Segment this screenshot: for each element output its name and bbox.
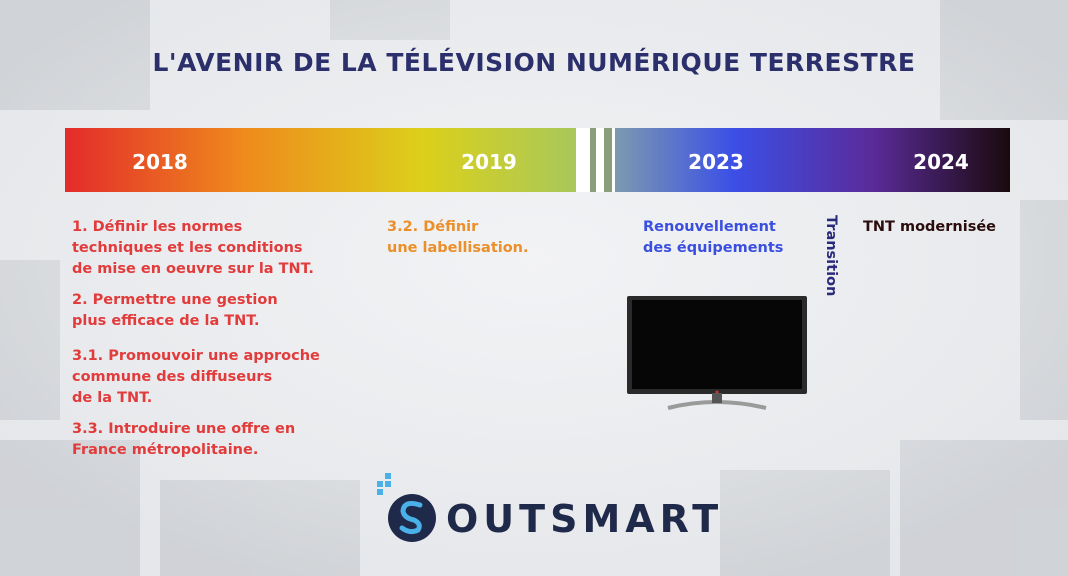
text-line: de la TNT. <box>72 390 153 406</box>
milestone-2019: 3.2. Définir une labellisation. <box>387 217 529 259</box>
text-line: de mise en oeuvre sur la TNT. <box>72 261 314 277</box>
year: 2024 <box>913 150 969 174</box>
milestone-2018: 3.1. Promouvoir une approche commune des … <box>72 346 320 409</box>
year: 2023 <box>688 150 744 174</box>
milestone-2018: 3.3. Introduire une offre en France métro… <box>72 419 295 461</box>
milestone-2018: 2. Permettre une gestion plus efficace de… <box>72 290 278 332</box>
transition-label: Transition <box>823 215 839 297</box>
year: 2019 <box>461 150 517 174</box>
text-line: Renouvellement <box>643 219 776 235</box>
milestone-2018: 1. Définir les normes techniques et les c… <box>72 217 314 280</box>
text-line: 3.2. Définir <box>387 219 479 235</box>
milestone-2024: TNT modernisée <box>863 219 996 235</box>
text-line: des équipements <box>643 240 784 256</box>
timeline-bar-1 <box>65 128 576 192</box>
gap-stripe <box>590 128 596 192</box>
text-line: France métropolitaine. <box>72 442 259 458</box>
tv <box>627 296 807 410</box>
year: 2018 <box>132 150 188 174</box>
gap-stripe <box>604 128 612 192</box>
text-line: 2. Permettre une gestion <box>72 292 278 308</box>
text-line: 3.1. Promouvoir une approche <box>72 348 320 364</box>
text-line: une labellisation. <box>387 240 529 256</box>
text-line: 3.3. Introduire une offre en <box>72 421 296 437</box>
title: L'AVENIR DE LA TÉLÉVISION NUMÉRIQUE TERR… <box>152 48 916 77</box>
text-line: 1. Définir les normes <box>72 219 243 235</box>
logo-text: OUTSMART <box>446 497 724 541</box>
timeline-bar-2 <box>615 128 1010 192</box>
text-line: commune des diffuseurs <box>72 369 273 385</box>
logo-icon <box>377 473 436 542</box>
text-line: techniques et les conditions <box>72 240 303 256</box>
text-line: plus efficace de la TNT. <box>72 313 260 329</box>
milestone-2023: Renouvellement des équipements <box>643 217 783 259</box>
